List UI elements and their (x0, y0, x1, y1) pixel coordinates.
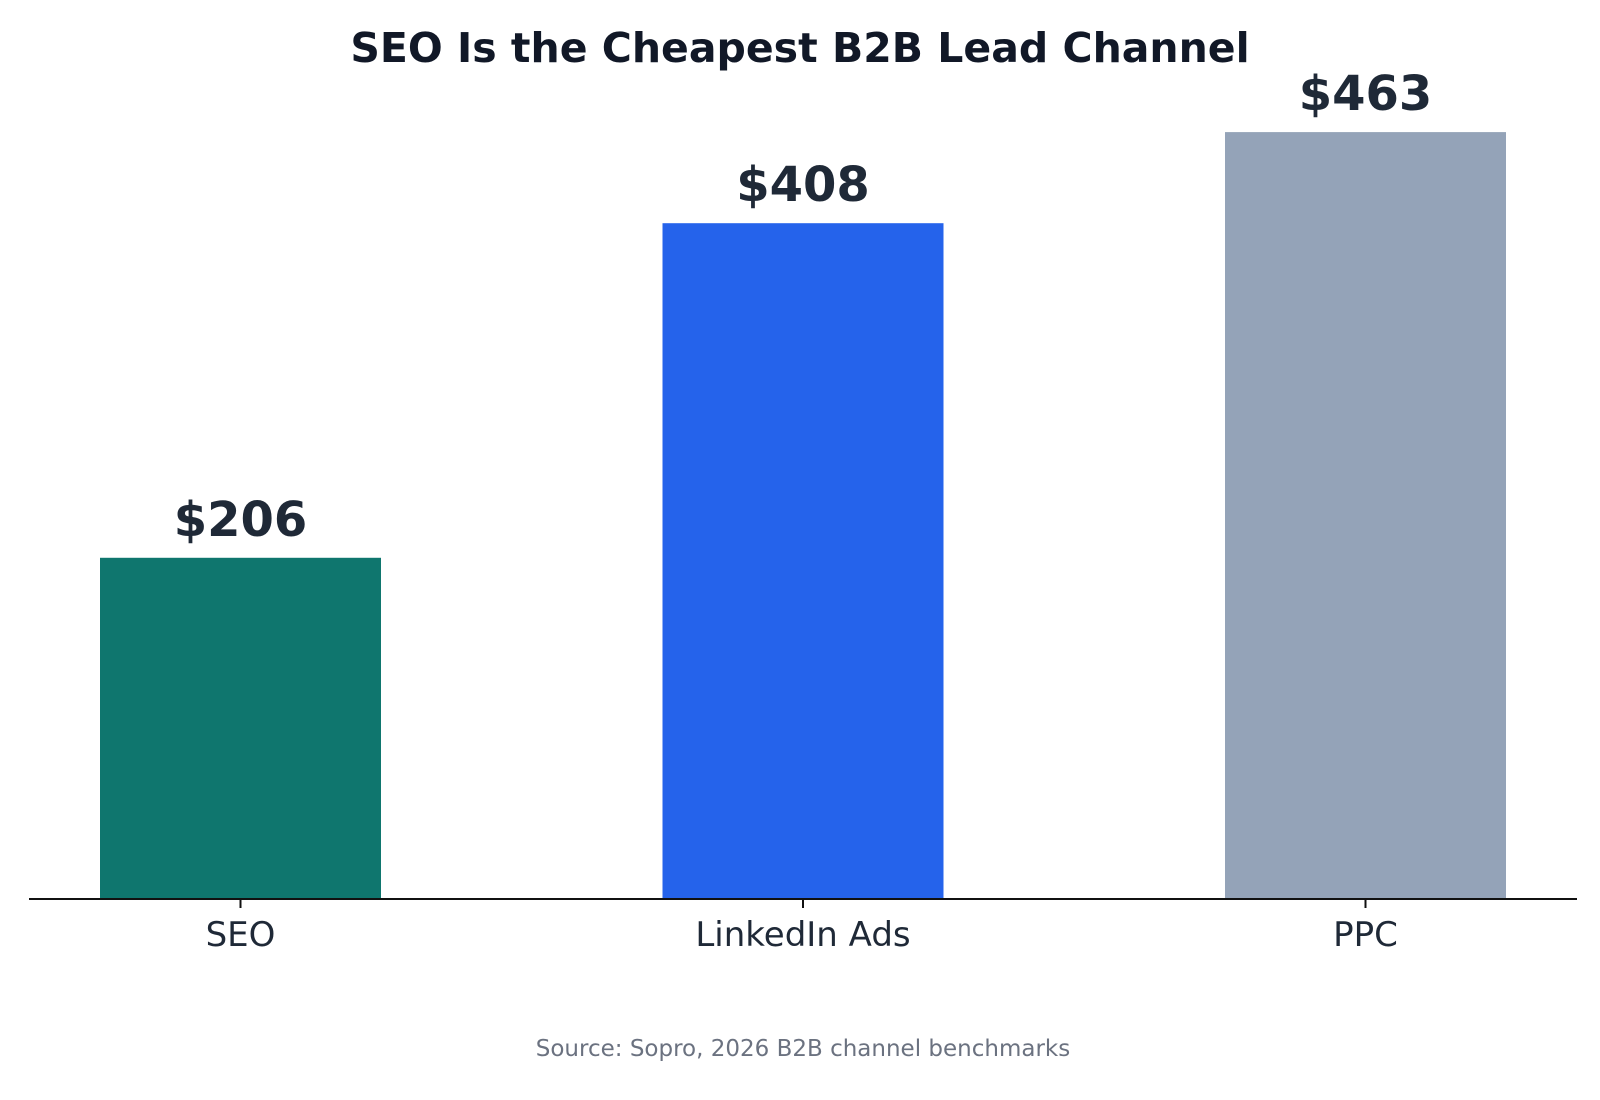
source-note: Source: Sopro, 2026 B2B channel benchmar… (536, 1036, 1070, 1062)
bar-ppc (1225, 132, 1506, 900)
value-labels-group: $206 $408 $463 (174, 66, 1433, 548)
x-tick-label-ppc: PPC (1333, 915, 1398, 955)
bar-seo (100, 557, 381, 899)
bars-group (100, 132, 1506, 900)
bar-linkedin-ads (662, 223, 944, 900)
x-tick-label-linkedin-ads: LinkedIn Ads (695, 915, 910, 955)
x-tick-label-seo: SEO (206, 915, 276, 955)
value-label-ppc: $463 (1299, 66, 1433, 122)
value-label-seo: $206 (174, 492, 308, 548)
value-label-linkedin-ads: $408 (736, 157, 870, 213)
chart-title: SEO Is the Cheapest B2B Lead Channel (350, 24, 1249, 72)
x-axis-ticks-group: SEO LinkedIn Ads PPC (206, 899, 1398, 955)
